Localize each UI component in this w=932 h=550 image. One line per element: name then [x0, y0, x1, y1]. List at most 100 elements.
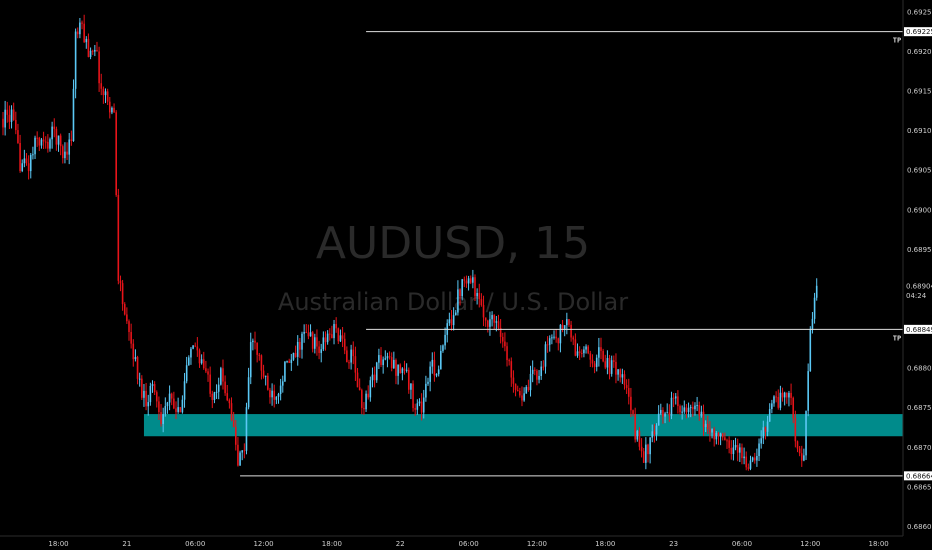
candle-body [777, 396, 780, 408]
candle-body [711, 429, 713, 433]
candle-body [181, 399, 184, 413]
candle-body [232, 420, 235, 427]
candle-body [557, 338, 560, 344]
candle-body [677, 396, 679, 407]
candle-body [200, 359, 203, 364]
support-zone[interactable] [143, 414, 903, 437]
candle-body [516, 389, 519, 391]
candle-body [623, 374, 626, 386]
candle-body [585, 346, 587, 350]
candle-body [651, 431, 654, 438]
candle-body [745, 456, 748, 468]
candle-body [70, 139, 73, 142]
candle-body [59, 135, 62, 147]
candle-body [613, 360, 615, 362]
candle-body [318, 346, 320, 353]
candle-body [704, 423, 707, 428]
candle-body [706, 423, 709, 430]
candle-body [674, 396, 677, 399]
candle-body [480, 299, 483, 306]
candle-body [472, 277, 474, 283]
candle-body [493, 315, 496, 323]
candle-body [760, 438, 762, 444]
candle-body [15, 119, 17, 131]
candle-body [724, 437, 726, 441]
candle-body [645, 444, 647, 463]
candle-body [262, 370, 265, 377]
candle-body [715, 433, 718, 440]
candle-body [117, 195, 120, 281]
candle-body [751, 457, 754, 461]
candle-body [687, 407, 690, 413]
candle-body [698, 405, 701, 416]
candle-body [10, 109, 13, 122]
candle-body [348, 362, 350, 364]
candle-body [224, 381, 226, 394]
candle-body [807, 371, 809, 411]
x-tick-label: 22 [396, 540, 405, 548]
candle-body [149, 385, 152, 403]
candle-body [299, 341, 301, 350]
candle-body [267, 375, 269, 390]
candle-body [166, 402, 169, 407]
candle-body [179, 407, 182, 413]
candle-body [627, 388, 630, 397]
candle-body [130, 332, 132, 344]
candle-body [386, 356, 389, 359]
candle-body [303, 331, 305, 334]
candle-body [689, 407, 692, 409]
candle-body [34, 137, 36, 155]
candle-body [632, 410, 634, 414]
candle-body [788, 392, 790, 398]
candle-body [100, 83, 103, 89]
candle-body [145, 390, 147, 407]
candle-body [371, 374, 374, 381]
candle-body [215, 391, 218, 393]
candle-body [615, 361, 617, 375]
candle-body [354, 356, 357, 373]
candle-body [448, 319, 451, 324]
candle-body [501, 336, 504, 342]
candle-body [679, 406, 681, 413]
candle-body [363, 407, 365, 410]
candle-body [604, 361, 607, 368]
candle-body [47, 141, 49, 149]
candle-body [533, 369, 536, 371]
candle-body [296, 341, 299, 357]
candle-body [27, 163, 30, 172]
candle-body [497, 321, 500, 328]
candle-body [254, 340, 256, 343]
candle-body [279, 385, 282, 394]
candle-body [337, 328, 340, 342]
candle-body [89, 50, 92, 57]
current-price-tag: 0.68904 04:24 [904, 280, 932, 301]
candle-body [346, 350, 348, 363]
candle-body [290, 359, 293, 364]
candle-body [292, 352, 295, 360]
candle-body [42, 139, 45, 142]
candle-body [94, 50, 96, 52]
candle-body [66, 151, 68, 155]
candle-body [732, 447, 735, 455]
candle-body [175, 408, 177, 412]
svg-text:0.68849: 0.68849 [906, 326, 932, 334]
candle-body [320, 349, 323, 353]
candle-body [668, 412, 671, 416]
candle-body [403, 368, 406, 371]
candle-body [433, 359, 436, 376]
candle-body [369, 380, 372, 398]
candle-body [531, 369, 534, 374]
candle-body [685, 407, 688, 413]
candle-body [288, 360, 290, 364]
candle-body [326, 333, 329, 343]
candle-body [151, 384, 154, 386]
candle-body [155, 392, 158, 402]
x-axis-ticks: 18:00 21 06:00 12:00 18:00 22 06:00 12:00 18:00 2… [48, 540, 888, 548]
candle-body [102, 88, 105, 96]
candle-body [572, 337, 575, 340]
